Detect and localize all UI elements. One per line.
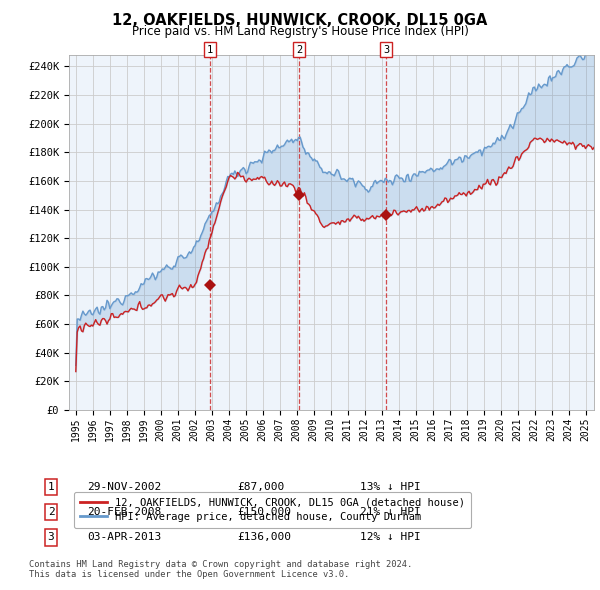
Text: 03-APR-2013: 03-APR-2013	[87, 533, 161, 542]
Text: 3: 3	[47, 533, 55, 542]
Text: 21% ↓ HPI: 21% ↓ HPI	[360, 507, 421, 517]
Text: 3: 3	[383, 44, 389, 54]
Text: 12% ↓ HPI: 12% ↓ HPI	[360, 533, 421, 542]
Text: £150,000: £150,000	[237, 507, 291, 517]
Text: £87,000: £87,000	[237, 482, 284, 491]
Text: 29-NOV-2002: 29-NOV-2002	[87, 482, 161, 491]
Text: £136,000: £136,000	[237, 533, 291, 542]
Text: 12, OAKFIELDS, HUNWICK, CROOK, DL15 0GA: 12, OAKFIELDS, HUNWICK, CROOK, DL15 0GA	[112, 13, 488, 28]
Text: 1: 1	[47, 482, 55, 491]
Text: 13% ↓ HPI: 13% ↓ HPI	[360, 482, 421, 491]
Legend: 12, OAKFIELDS, HUNWICK, CROOK, DL15 0GA (detached house), HPI: Average price, de: 12, OAKFIELDS, HUNWICK, CROOK, DL15 0GA …	[74, 491, 471, 528]
Text: 1: 1	[207, 44, 214, 54]
Text: Contains HM Land Registry data © Crown copyright and database right 2024.
This d: Contains HM Land Registry data © Crown c…	[29, 560, 412, 579]
Text: 2: 2	[47, 507, 55, 517]
Text: 20-FEB-2008: 20-FEB-2008	[87, 507, 161, 517]
Text: Price paid vs. HM Land Registry's House Price Index (HPI): Price paid vs. HM Land Registry's House …	[131, 25, 469, 38]
Text: 2: 2	[296, 44, 302, 54]
